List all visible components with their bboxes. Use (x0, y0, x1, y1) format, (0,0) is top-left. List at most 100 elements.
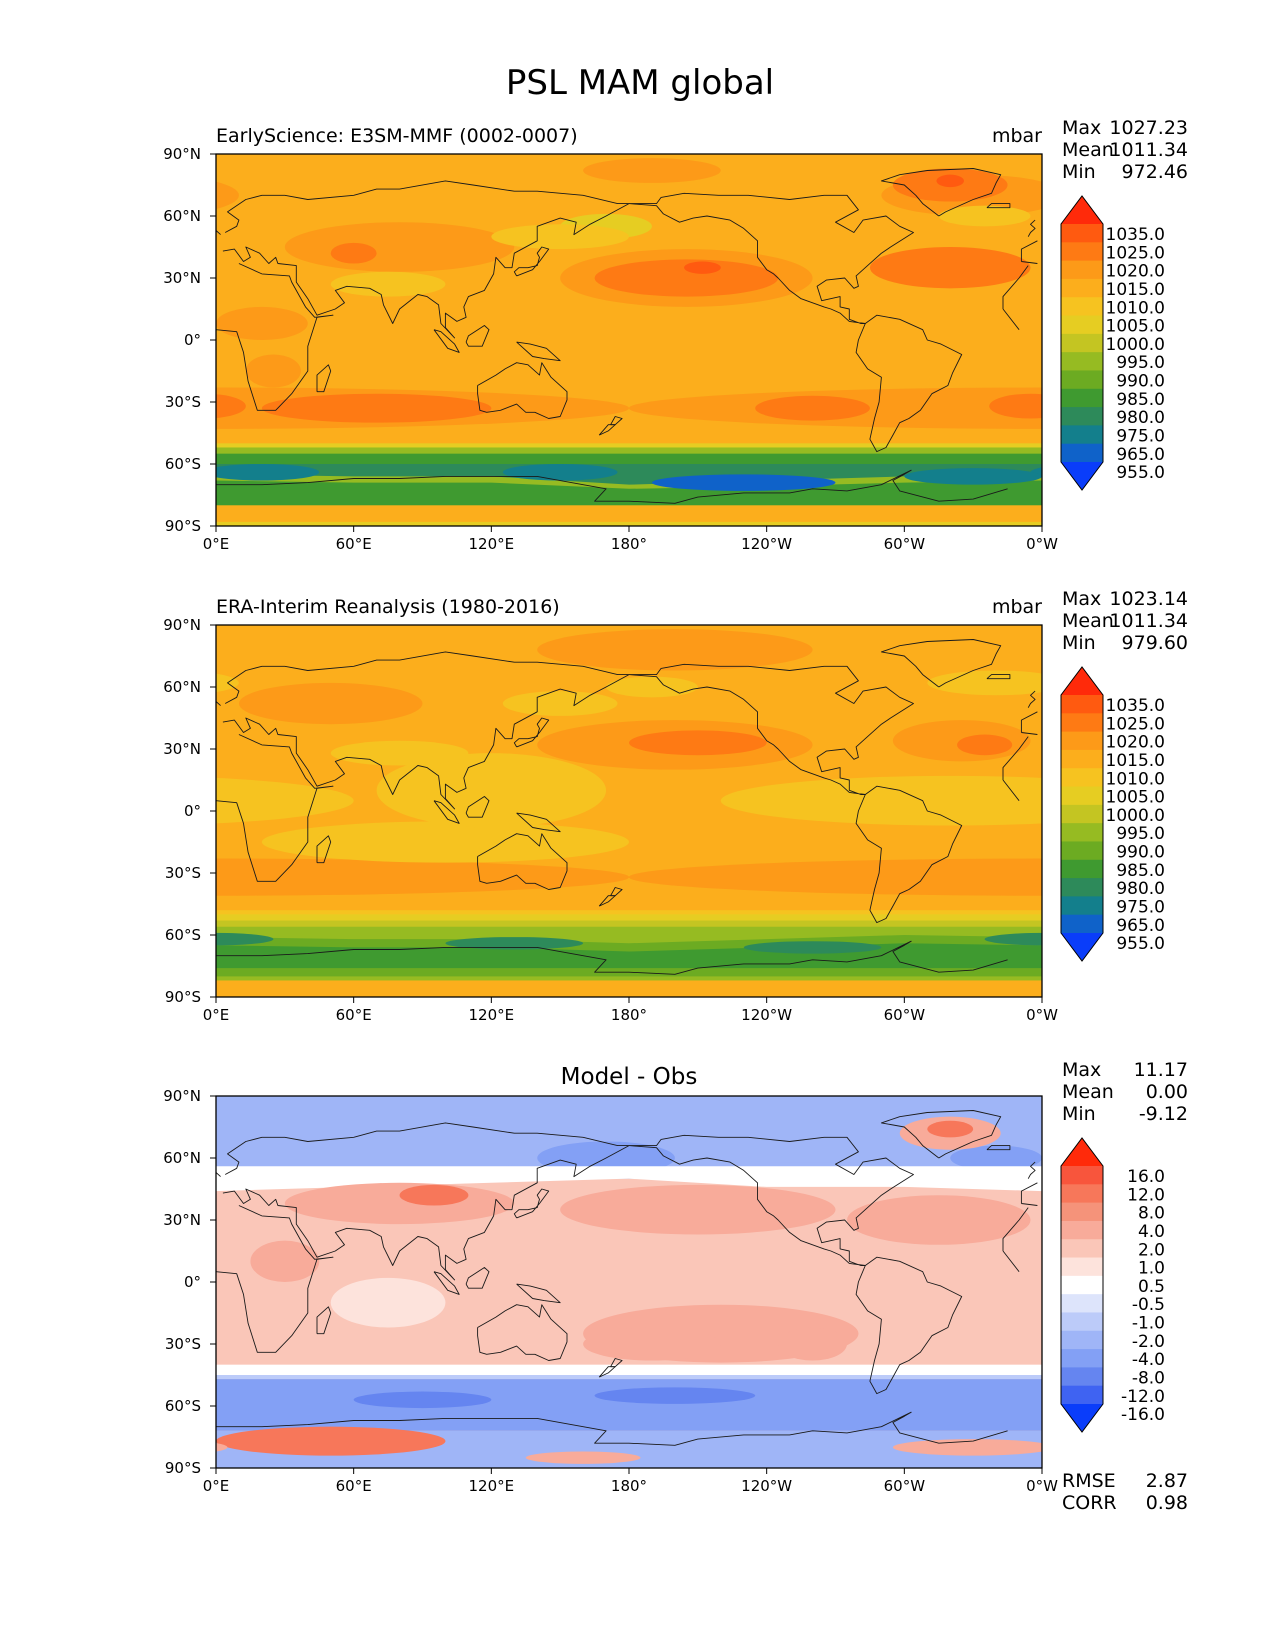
contour-band (491, 224, 629, 250)
colorbar-label: 1010.0 (1106, 298, 1165, 318)
colorbar-label: 980.0 (1116, 408, 1165, 428)
contour-band (216, 1364, 1042, 1375)
colorbar-label: 1035.0 (1106, 225, 1165, 245)
contour-band (684, 261, 721, 274)
contour-band (537, 629, 813, 671)
filled-contours (216, 625, 1275, 997)
contour-band (216, 1426, 446, 1456)
colorbar-segment (1061, 1239, 1103, 1259)
stat-label-max: Max (1062, 1059, 1101, 1081)
colorbar-segment (1061, 823, 1103, 842)
coastline (598, 895, 616, 907)
coastline (598, 1366, 616, 1378)
colorbar-label: 990.0 (1116, 843, 1165, 863)
contour-band (629, 480, 1042, 506)
colorbar-segment (1061, 768, 1103, 788)
contour-band (904, 468, 1042, 485)
contour-band (720, 775, 1042, 826)
coastline (516, 812, 561, 833)
contour-band (651, 474, 836, 491)
colorbar-extend-top (1061, 196, 1103, 224)
contour-band (445, 937, 584, 950)
x-tick-label: 0°W (1026, 1477, 1058, 1495)
contour-band (1271, 937, 1275, 949)
x-tick-label: 120°W (741, 1006, 792, 1024)
contour-band (629, 730, 767, 756)
colorbar: 1035.01025.01020.01015.01010.01005.01000… (1060, 666, 1165, 962)
contour-band (629, 1096, 1042, 1171)
colorbar-label: -4.0 (1132, 1350, 1165, 1370)
contour-band (216, 394, 246, 419)
stat-value-min: 979.60 (1122, 632, 1188, 654)
colorbar-label: 955.0 (1116, 934, 1165, 954)
colorbar-segment (1061, 1312, 1103, 1332)
contour-band (755, 395, 870, 421)
colorbar-outline (1060, 1137, 1104, 1433)
contour-band (502, 464, 618, 481)
panel-title-left: ERA-Interim Reanalysis (1980-2016) (216, 596, 560, 618)
coastline (855, 785, 963, 924)
x-axis: 0°E 60°E 120°E 180° 120°W 60°W 0°W (203, 997, 1058, 1024)
contour-band (216, 858, 629, 896)
stat-value-mean: 1011.34 (1109, 610, 1188, 632)
coastline (216, 734, 1029, 882)
contour-band (216, 1375, 1042, 1380)
coastline (465, 796, 490, 818)
coastline (628, 192, 914, 324)
x-tick-label: 0°E (203, 1006, 230, 1024)
contour-band (989, 393, 1042, 419)
contour-band (216, 1096, 629, 1175)
coastline (433, 1271, 460, 1295)
coastline (216, 1161, 1036, 1179)
colorbar-segment (1061, 297, 1103, 317)
colorbar-label: 980.0 (1116, 879, 1165, 899)
stat-label-min: Min (1062, 1103, 1096, 1125)
coastline (316, 1306, 332, 1335)
contour-band (1157, 741, 1275, 766)
y-tick-label: 30°N (163, 740, 201, 758)
coastline (477, 1304, 568, 1361)
colorbar-label: 965.0 (1116, 445, 1165, 465)
colorbar-label: -8.0 (1132, 1368, 1165, 1388)
contour-band (67, 168, 182, 201)
y-tick-label: 30°N (163, 1211, 201, 1229)
contour-band (0, 396, 44, 421)
contour-band (330, 1277, 446, 1328)
coastlines (216, 1110, 1038, 1446)
contour-band (261, 821, 629, 863)
x-tick-label: 60°W (884, 535, 926, 553)
colorbar-label: 1025.0 (1106, 243, 1165, 263)
metrics-block: RMSE 2.87 CORR 0.98 (1062, 1470, 1188, 1514)
y-tick-label: 90°N (163, 1087, 201, 1105)
coastline (628, 1134, 914, 1266)
contour-band (936, 174, 964, 188)
contour-band (216, 181, 239, 209)
y-tick-label: 60°S (165, 455, 201, 473)
colorbar-label: 1020.0 (1106, 262, 1165, 282)
colorbar-segment (1061, 859, 1103, 879)
map-panel-2: ERA-Interim Reanalysis (1980-2016) mbar 0°… (163, 588, 1275, 1024)
contour-band (1226, 1185, 1275, 1206)
stat-label-max: Max (1062, 117, 1101, 139)
coastline (433, 329, 460, 353)
coastline (222, 180, 1038, 339)
colorbar-segment (1061, 841, 1103, 861)
colorbar-segment (1061, 749, 1103, 769)
coastline (477, 833, 568, 890)
contour-band (0, 1305, 32, 1363)
contour-band (216, 932, 274, 946)
y-axis: 90°N 60°N 30°N 0° 30°S 60°S 90°S (163, 145, 216, 535)
colorbar-label: 1035.0 (1106, 696, 1165, 716)
colorbar-segment (1061, 1330, 1103, 1350)
contour-band (284, 222, 515, 272)
coastline (222, 1122, 1038, 1281)
colorbar-label: -1.0 (1132, 1314, 1165, 1334)
coastline (216, 940, 1008, 975)
colorbar-label: 1.0 (1138, 1259, 1165, 1279)
contour-band (0, 474, 10, 491)
map-panel-1: EarlyScience: E3SM-MMF (0002-0007) mbar 0°… (0, 117, 1188, 553)
colorbar-extend-bottom (1061, 1404, 1103, 1432)
coastline (598, 424, 616, 436)
y-tick-label: 90°S (165, 517, 201, 535)
coastline (513, 1188, 550, 1219)
